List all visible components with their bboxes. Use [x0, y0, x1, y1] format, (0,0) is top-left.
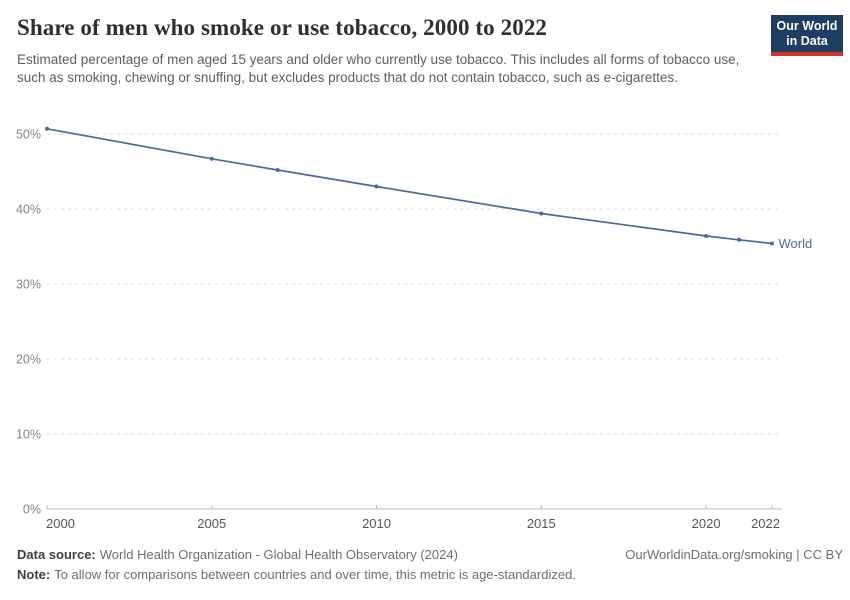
note-text: To allow for comparisons between countri…: [54, 567, 576, 582]
series-world: World: [45, 126, 813, 251]
y-tick-label-40: 40%: [16, 203, 41, 217]
trend-line: [46, 127, 773, 245]
data-point-2015[interactable]: [539, 211, 544, 216]
series-end-label[interactable]: World: [779, 236, 813, 251]
data-point-2020[interactable]: [704, 234, 709, 238]
owid-logo-line2: in Data: [786, 33, 828, 48]
x-tick-label-2015: 2015: [527, 516, 556, 531]
y-tick-label-0: 0%: [23, 503, 41, 517]
y-tick-label-20: 20%: [16, 353, 41, 367]
x-axis: 2000 2005 2010 2015 2020 2022: [46, 505, 780, 531]
owid-logo-accent-bar: [771, 52, 843, 56]
page-title: Share of men who smoke or use tobacco, 2…: [17, 15, 548, 40]
data-point-2021[interactable]: [737, 237, 741, 242]
x-tick-label-2005: 2005: [197, 516, 226, 531]
x-tick-label-2010: 2010: [362, 516, 391, 531]
data-point-2022[interactable]: [770, 241, 774, 246]
data-point-2000[interactable]: [45, 126, 49, 131]
data-point-2007[interactable]: [275, 168, 280, 172]
owid-logo-line1: Our World: [776, 19, 838, 33]
chart-footer: Data source: World Health Organization - …: [17, 545, 843, 585]
credit-link[interactable]: OurWorldinData.org/smoking | CC BY: [625, 547, 843, 562]
data-source-text: World Health Organization - Global Healt…: [99, 547, 458, 562]
data-point-2010[interactable]: [374, 184, 379, 189]
data-point-2005[interactable]: [209, 156, 214, 161]
data-source-label: Data source:: [17, 547, 96, 562]
x-tick-label-2000: 2000: [46, 516, 75, 531]
chart-subtitle: Estimated percentage of men aged 15 year…: [17, 52, 740, 85]
data-source-line: Data source: World Health Organization - …: [17, 545, 458, 565]
owid-logo[interactable]: Our World in Data: [771, 15, 843, 56]
y-gridlines: 0% 10% 20% 30% 40% 50%: [16, 128, 782, 517]
y-tick-label-10: 10%: [16, 428, 41, 442]
x-tick-label-2022: 2022: [751, 516, 780, 531]
note-label: Note:: [17, 567, 51, 582]
x-tick-label-2020: 2020: [692, 516, 721, 531]
y-tick-label-30: 30%: [16, 278, 41, 292]
note-line: Note: To allow for comparisons between co…: [17, 565, 843, 585]
y-tick-label-50: 50%: [16, 128, 41, 142]
